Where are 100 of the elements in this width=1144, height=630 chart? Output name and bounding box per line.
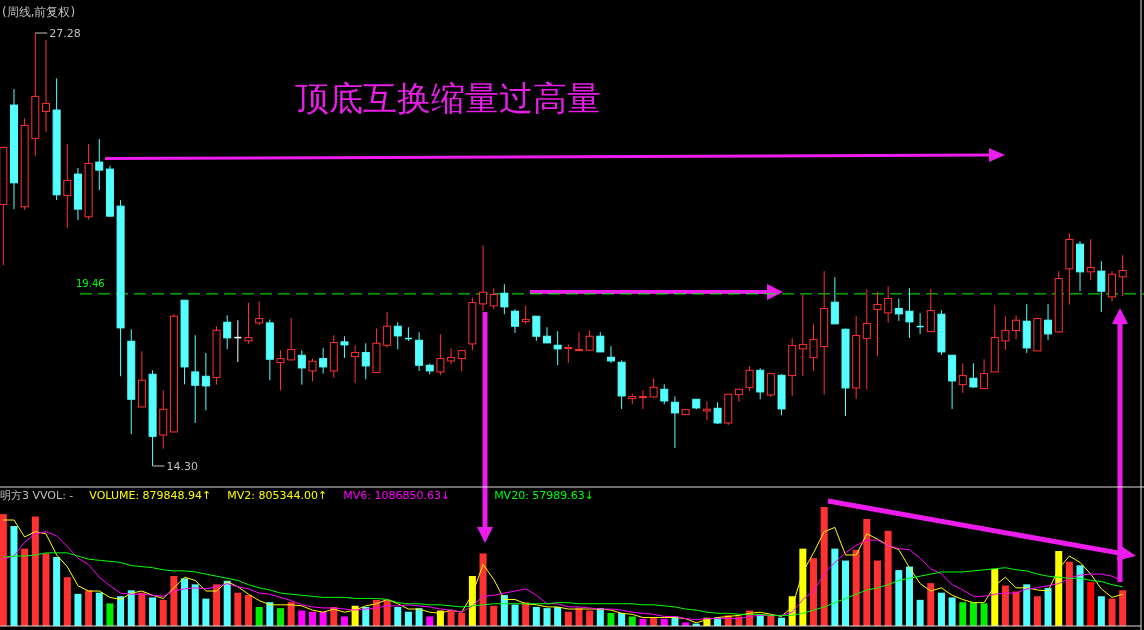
candlestick [745, 365, 754, 392]
bar [895, 570, 903, 626]
candlestick [532, 315, 541, 342]
bar [117, 596, 125, 626]
bar [394, 606, 402, 626]
candlestick [798, 293, 807, 377]
bar [447, 610, 455, 626]
bar [628, 616, 636, 626]
candlestick [1108, 270, 1117, 303]
bar [1108, 598, 1116, 626]
bar [181, 578, 189, 626]
bar [21, 548, 29, 626]
candlestick [1097, 260, 1106, 313]
candlestick [361, 342, 370, 380]
bar [831, 548, 839, 626]
bar [74, 593, 82, 626]
annotation: 27.28 [49, 27, 81, 40]
bar [479, 553, 487, 626]
bar [255, 606, 263, 626]
bar [85, 590, 93, 626]
bar [287, 602, 295, 626]
candlestick [969, 362, 978, 389]
bar [948, 597, 956, 626]
bar [404, 611, 412, 626]
bar [53, 556, 61, 626]
candlestick [596, 331, 605, 353]
candlestick [63, 143, 72, 229]
bar [810, 558, 818, 626]
candlestick [926, 288, 935, 333]
candlestick [766, 373, 775, 398]
bar [969, 602, 977, 626]
text: 明方3 VVOL: - [0, 489, 74, 502]
candlestick [553, 330, 562, 366]
bar [959, 602, 967, 626]
annotation: 顶底互换缩量过高量 [295, 78, 601, 118]
bar [42, 553, 50, 626]
bar [308, 611, 316, 626]
candlestick [244, 302, 253, 345]
annotation: 14.30 [166, 460, 199, 473]
candlestick [830, 276, 839, 325]
bar [298, 610, 306, 626]
candlestick [585, 329, 594, 352]
candlestick [383, 311, 392, 349]
bar [1097, 596, 1105, 626]
candlestick [606, 345, 615, 364]
bar [10, 526, 18, 626]
bar [937, 592, 945, 626]
candlestick [351, 344, 360, 384]
bar [340, 616, 348, 626]
candlestick [713, 401, 722, 425]
bar [234, 592, 242, 626]
text: MV2: 805344.00↑ [227, 489, 328, 502]
bar [266, 602, 274, 626]
text: MV20: 57989.63↓ [494, 489, 595, 502]
candlestick [447, 347, 456, 365]
bar [1076, 565, 1084, 626]
bar [863, 518, 871, 626]
candlestick [670, 395, 679, 449]
bar [1065, 561, 1073, 626]
candlestick [436, 333, 445, 376]
candlestick [543, 326, 552, 344]
candlestick [319, 347, 328, 375]
text: MV6: 1086850.63↓ [343, 489, 451, 502]
bar [1087, 581, 1095, 626]
bar [95, 592, 103, 626]
chart-title: (周线,前复权) [2, 5, 76, 19]
candlestick [734, 388, 743, 403]
bar [873, 560, 881, 626]
candlestick [638, 389, 647, 410]
bar [1119, 590, 1127, 626]
candlestick [223, 314, 232, 350]
bar [138, 592, 146, 626]
candlestick [809, 323, 818, 372]
candlestick [958, 362, 967, 394]
bar [277, 608, 284, 626]
candlestick [894, 298, 903, 322]
candlestick [340, 335, 349, 359]
bar [543, 608, 551, 626]
bar [191, 584, 199, 626]
bar [1023, 584, 1031, 626]
candlestick [287, 317, 296, 361]
bar [245, 595, 253, 626]
candlestick [756, 367, 765, 400]
candlestick [308, 358, 317, 382]
bar [842, 560, 849, 626]
bar [884, 530, 892, 626]
candlestick [884, 285, 893, 324]
bar [980, 603, 988, 626]
bar [63, 577, 71, 626]
candlestick [489, 287, 498, 310]
bar [202, 598, 210, 626]
text: VOLUME: 879848.94↑ [89, 489, 212, 502]
candlestick [255, 300, 264, 326]
candlestick [862, 288, 871, 391]
candlestick [297, 349, 306, 386]
candlestick [574, 331, 583, 352]
bar [127, 590, 135, 626]
bar [490, 605, 498, 626]
candlestick [1012, 314, 1021, 340]
bar [1033, 596, 1041, 626]
